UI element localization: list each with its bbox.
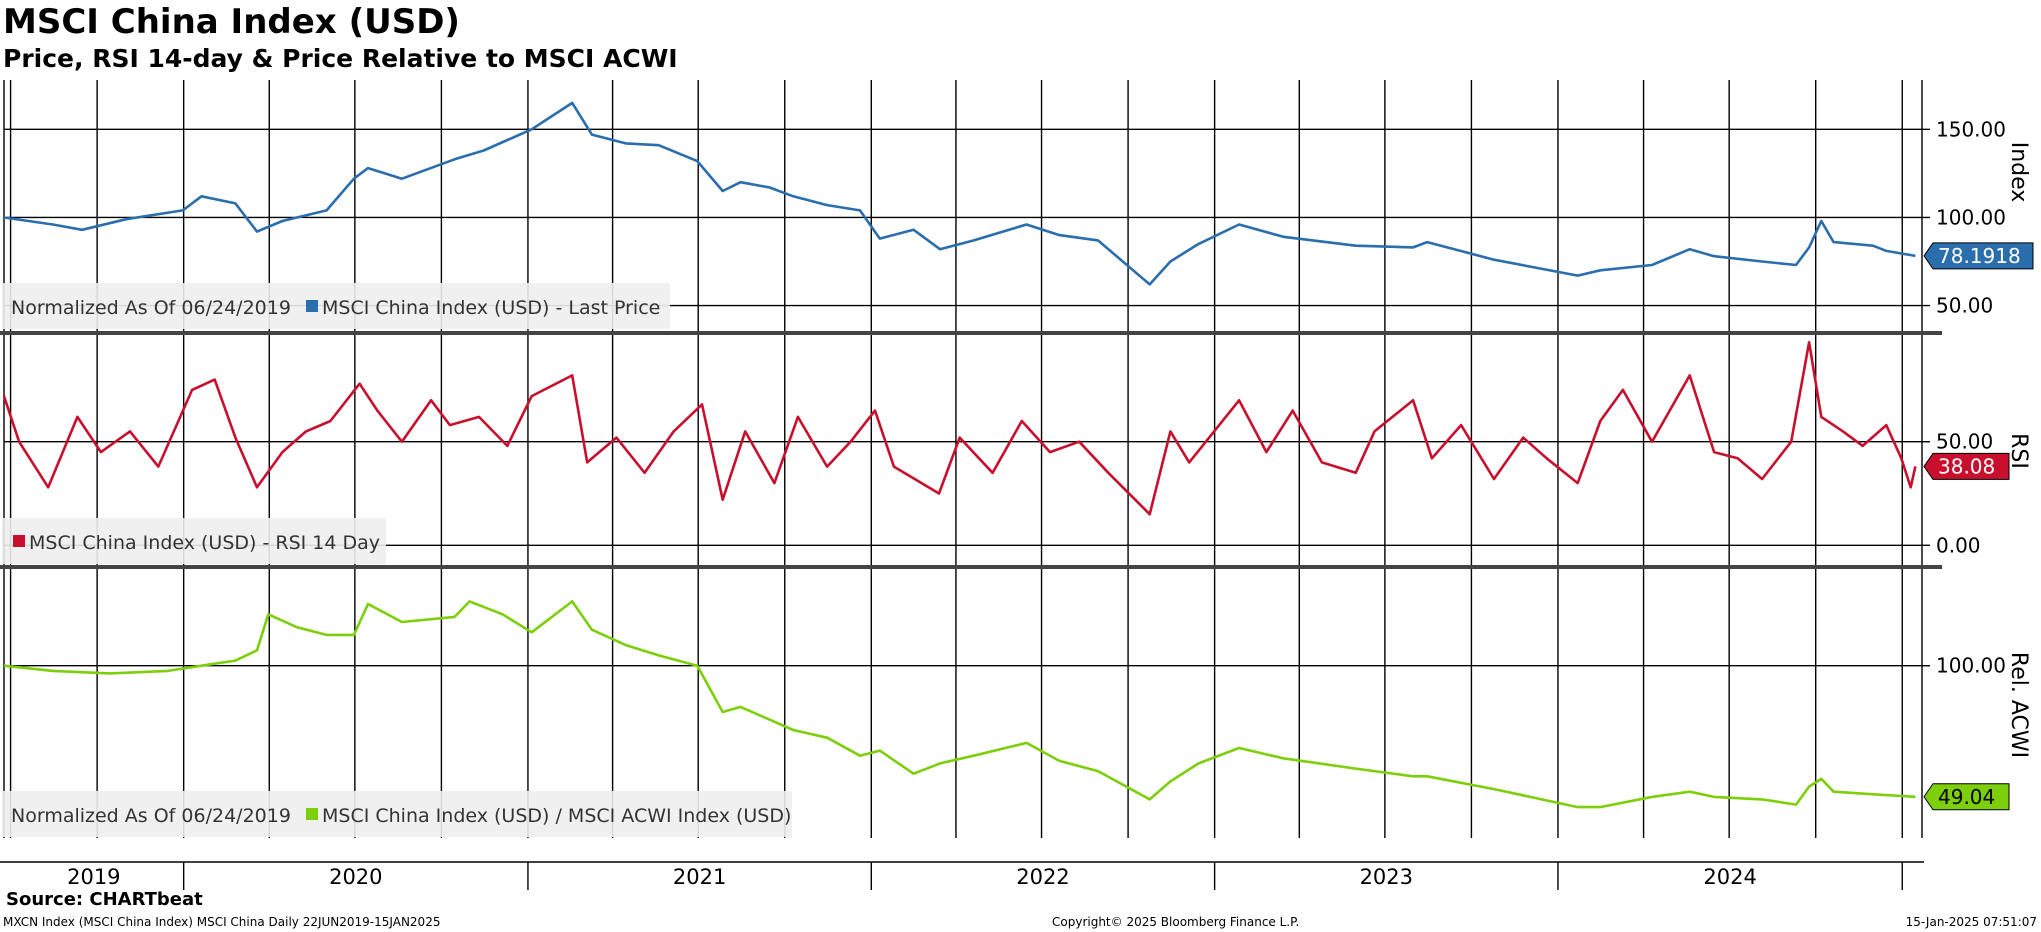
x-tick-label: 2022 [1016, 865, 1069, 889]
last-value-badge-price [1923, 242, 2034, 270]
series-layer [2, 101, 1917, 809]
y-tick-label: 50.00 [1936, 294, 1993, 318]
x-tick-label: 2024 [1703, 865, 1756, 889]
last-value-label-rsi: 38.08 [1938, 454, 1995, 478]
legend-rsi-label: MSCI China Index (USD) - RSI 14 Day [29, 532, 380, 554]
x-tick-label: 2023 [1360, 865, 1413, 889]
footer-timestamp: 15-Jan-2025 07:51:07 [1905, 915, 2037, 929]
y-tick-label: 50.00 [1936, 430, 1993, 454]
last-value-badge-rsi [1923, 452, 2010, 480]
chart-subtitle: Price, RSI 14-day & Price Relative to MS… [3, 44, 678, 73]
x-tick-label: 2021 [673, 865, 726, 889]
y-tick-label: 100.00 [1936, 654, 2006, 678]
series-line-price [3, 101, 1916, 286]
footer-security-info: MXCN Index (MSCI China Index) MSCI China… [3, 915, 441, 929]
series-line-rsi [2, 340, 1917, 516]
legend-relative-label: MSCI China Index (USD) / MSCI ACWI Index… [322, 805, 791, 827]
source-label: Source: CHARTbeat [6, 889, 203, 910]
legend-price-prefix: Normalized As Of 06/24/2019 [11, 297, 291, 319]
legend-price-label: MSCI China Index (USD) - Last Price [322, 297, 660, 319]
y-tick-label: 150.00 [1936, 117, 2006, 141]
footer-copyright: Copyright© 2025 Bloomberg Finance L.P. [1052, 915, 1300, 929]
legend-relative-prefix: Normalized As Of 06/24/2019 [11, 805, 291, 827]
legend-relative: Normalized As Of 06/24/2019 MSCI China I… [2, 791, 792, 837]
y-tick-label: 100.00 [1936, 205, 2006, 229]
relative-axis-title: Rel. ACWI [2006, 652, 2031, 758]
price-axis-title: Index [2006, 142, 2031, 203]
panel-separator [0, 565, 1942, 569]
legend-rsi-swatch [13, 535, 25, 547]
grid-layer [3, 80, 1922, 838]
panel-separator [0, 331, 1942, 335]
last-value-label-relative: 49.04 [1938, 785, 1995, 809]
frame-layer [0, 80, 1942, 838]
chart-title: MSCI China Index (USD) [3, 2, 460, 42]
legend-price: Normalized As Of 06/24/2019 MSCI China I… [2, 283, 670, 329]
year-layer: 2019 2020 2021 2022 2023 2024 [0, 861, 1924, 890]
badge-layer: 78.1918 38.08 49.04 [1923, 242, 2034, 811]
x-tick-label: 2020 [329, 865, 382, 889]
tick-layer: 150.00 100.00 50.00 50.00 0.00 100.00 [1922, 117, 2006, 678]
last-value-label-price: 78.1918 [1938, 244, 2021, 268]
x-tick-label: 2019 [67, 865, 120, 889]
rsi-axis-title: RSI [2006, 433, 2031, 469]
legend-relative-swatch [306, 808, 318, 820]
last-value-badge-relative [1923, 783, 2010, 811]
y-tick-label: 0.00 [1936, 533, 1981, 557]
legend-rsi: MSCI China Index (USD) - RSI 14 Day [2, 518, 386, 564]
series-line-relative [3, 600, 1916, 809]
legend-price-swatch [306, 300, 318, 312]
